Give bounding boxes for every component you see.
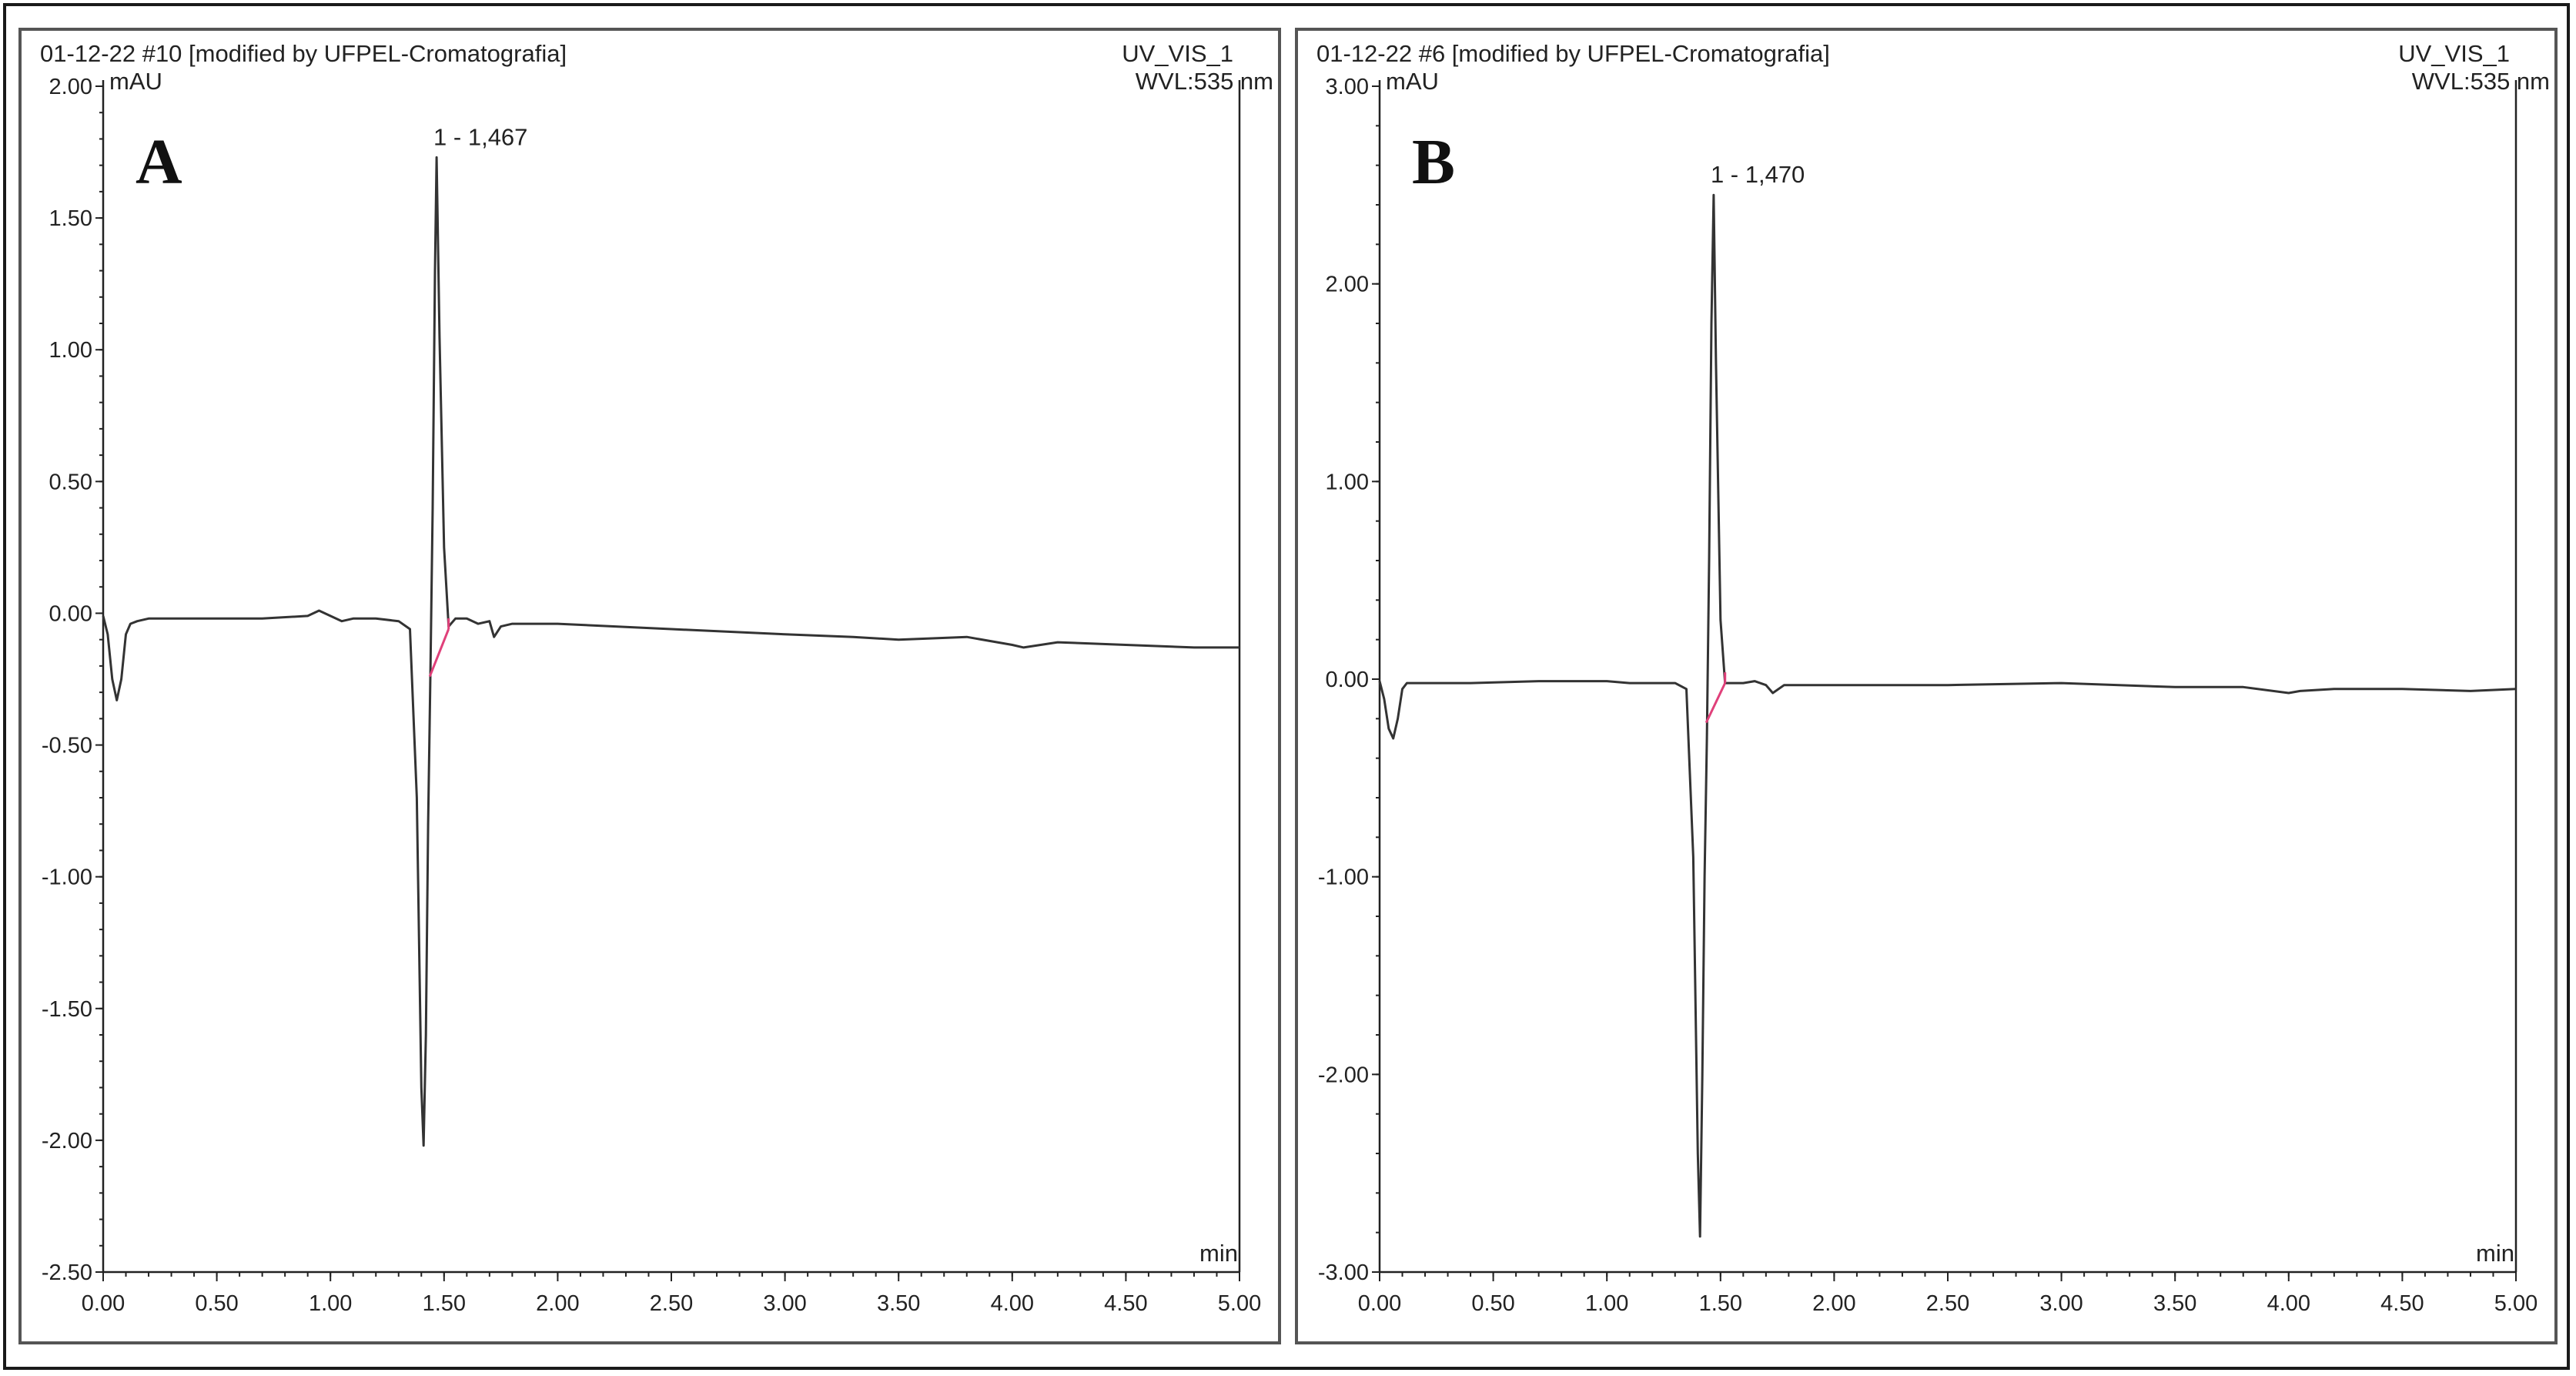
x-tick-label: 3.50 xyxy=(877,1291,920,1316)
y-tick-label: 0.50 xyxy=(49,470,92,494)
y-tick-label: -2.00 xyxy=(42,1129,92,1153)
x-tick-label: 4.00 xyxy=(991,1291,1034,1316)
y-tick-label: 2.00 xyxy=(1326,273,1369,297)
y-tick-label: 2.00 xyxy=(49,75,92,99)
x-tick-label: 3.50 xyxy=(2153,1291,2196,1316)
header-right-a: UV_VIS_1 xyxy=(1122,40,1233,67)
header-left-b: 01-12-22 #6 [modified by UFPEL-Cromatogr… xyxy=(1316,40,1830,67)
chromatogram-b: 01-12-22 #6 [modified by UFPEL-Cromatogr… xyxy=(1316,40,2550,1316)
x-tick-label: 3.00 xyxy=(763,1291,806,1316)
y-tick-label: -1.00 xyxy=(1318,865,1369,890)
header-right-b: UV_VIS_1 xyxy=(2398,40,2510,67)
x-tick-label: 1.50 xyxy=(1699,1291,1742,1316)
y-tick-label: -1.50 xyxy=(42,997,92,1022)
x-tick-label: 1.00 xyxy=(1585,1291,1628,1316)
chromatogram-a: 01-12-22 #10 [modified by UFPEL-Cromatog… xyxy=(40,40,1273,1316)
x-tick-label: 2.50 xyxy=(1926,1291,1969,1316)
x-tick-label: 2.00 xyxy=(1812,1291,1855,1316)
peak-label-b: 1 - 1,470 xyxy=(1711,161,1805,188)
chromatogram-panel-a: 01-12-22 #10 [modified by UFPEL-Cromatog… xyxy=(18,28,1281,1344)
x-tick-label: 4.50 xyxy=(2380,1291,2424,1316)
panel-letter-a: A xyxy=(135,126,182,198)
x-axis-unit-b: min xyxy=(2476,1240,2514,1267)
wavelength-label-b: WVL:535 nm xyxy=(2412,68,2550,95)
y-tick-label: -0.50 xyxy=(42,734,92,758)
x-tick-label: 0.00 xyxy=(82,1291,125,1316)
x-tick-label: 0.00 xyxy=(1358,1291,1401,1316)
y-tick-label: 1.00 xyxy=(49,338,92,363)
x-tick-label: 2.00 xyxy=(536,1291,579,1316)
x-tick-label: 4.50 xyxy=(1104,1291,1147,1316)
y-axis-unit-b: mAU xyxy=(1386,68,1439,95)
x-tick-label: 1.50 xyxy=(423,1291,466,1316)
y-tick-label: -1.00 xyxy=(42,865,92,890)
y-tick-label: 0.00 xyxy=(49,601,92,626)
peak-label-a: 1 - 1,467 xyxy=(433,123,527,150)
y-tick-label: -3.00 xyxy=(1318,1260,1369,1285)
panel-letter-b: B xyxy=(1412,126,1455,198)
x-tick-label: 3.00 xyxy=(2039,1291,2083,1316)
x-tick-label: 0.50 xyxy=(1471,1291,1514,1316)
peak-integration-baseline xyxy=(428,628,450,678)
figure-frame xyxy=(3,3,2570,1370)
x-tick-label: 5.00 xyxy=(1218,1291,1261,1316)
y-axis-unit-a: mAU xyxy=(109,68,162,95)
y-tick-label: 1.50 xyxy=(49,206,92,231)
chromatogram-trace xyxy=(102,156,1239,1147)
x-tick-label: 2.50 xyxy=(650,1291,693,1316)
chromatogram-trace xyxy=(1378,193,2517,1238)
x-tick-label: 1.00 xyxy=(309,1291,352,1316)
y-tick-label: 0.00 xyxy=(1326,668,1369,692)
wavelength-label-a: WVL:535 nm xyxy=(1136,68,1273,95)
y-tick-label: -2.50 xyxy=(42,1260,92,1285)
header-left-a: 01-12-22 #10 [modified by UFPEL-Cromatog… xyxy=(40,40,567,67)
x-tick-label: 4.00 xyxy=(2267,1291,2310,1316)
peak-integration-baseline xyxy=(1705,682,1727,724)
y-tick-label: 1.00 xyxy=(1326,470,1369,494)
chromatogram-panel-b: 01-12-22 #6 [modified by UFPEL-Cromatogr… xyxy=(1295,28,2558,1344)
x-tick-label: 5.00 xyxy=(2494,1291,2538,1316)
x-tick-label: 0.50 xyxy=(195,1291,238,1316)
y-tick-label: -2.00 xyxy=(1318,1063,1369,1087)
x-axis-unit-a: min xyxy=(1199,1240,1238,1267)
y-tick-label: 3.00 xyxy=(1326,75,1369,99)
